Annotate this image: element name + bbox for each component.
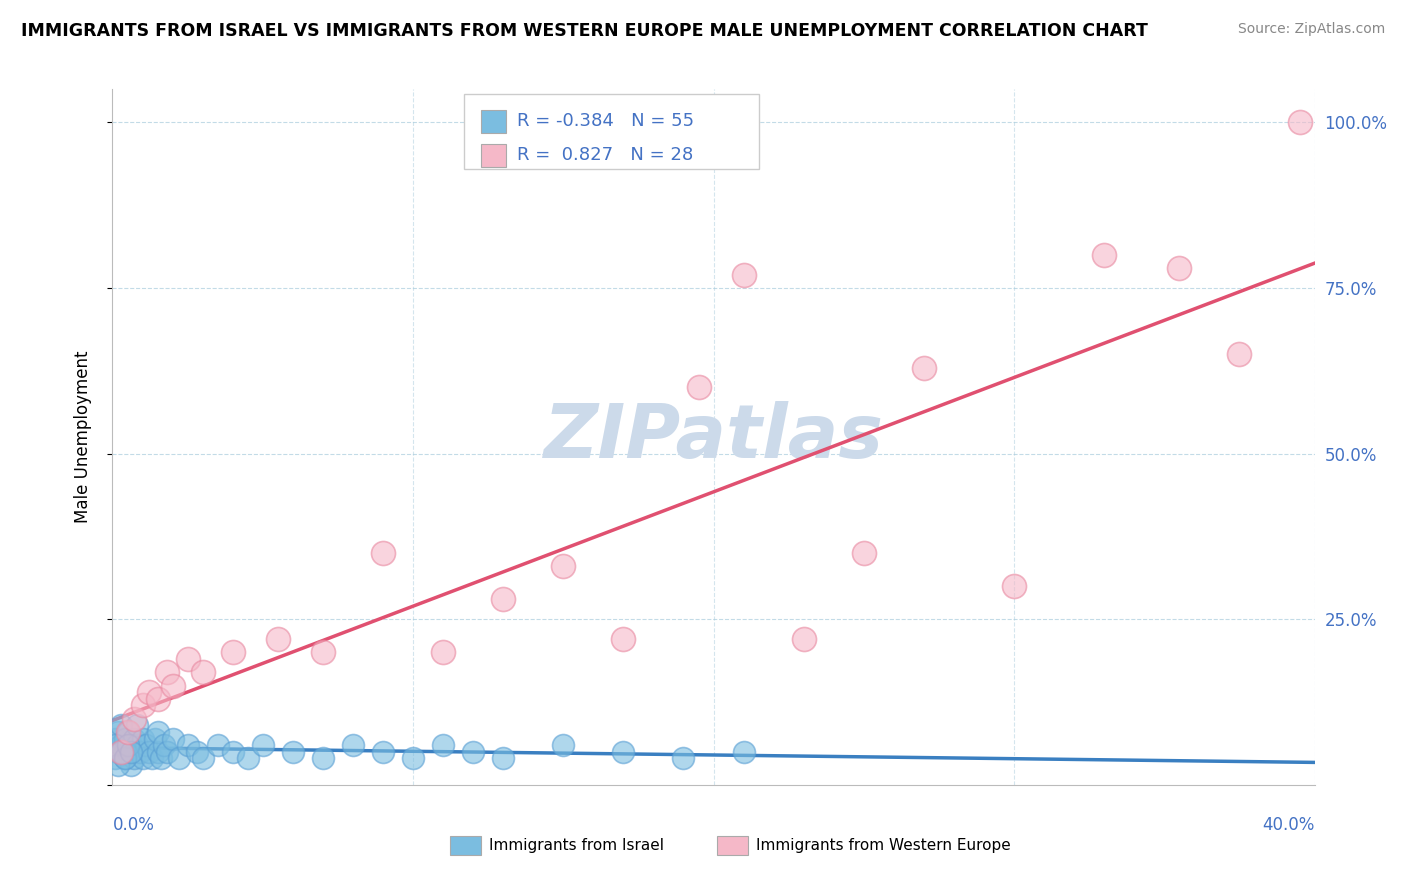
Point [120,745,142,759]
Point [110,738,132,752]
Point [1092,248,1115,262]
Point [186,745,208,759]
Point [672,751,695,765]
Point [688,380,710,394]
Y-axis label: Male Unemployment: Male Unemployment [73,351,91,524]
Point [612,632,634,647]
Point [104,731,127,746]
Point [252,738,274,752]
Text: Immigrants from Western Europe: Immigrants from Western Europe [756,838,1011,853]
Point [191,751,214,765]
Point [155,665,177,680]
Point [131,731,153,746]
Point [222,745,245,759]
Point [135,738,157,752]
Point [146,725,169,739]
Point [793,632,815,647]
Point [117,725,139,739]
Point [912,360,935,375]
Point [104,738,127,752]
Point [492,751,515,765]
Point [191,665,214,680]
Text: Immigrants from Israel: Immigrants from Israel [489,838,664,853]
Point [117,738,139,752]
Point [155,745,177,759]
Point [107,745,129,759]
Text: 40.0%: 40.0% [1263,816,1315,834]
Point [149,751,172,765]
Point [114,751,136,765]
Point [733,268,755,282]
Point [402,751,425,765]
Point [114,751,136,765]
Text: IMMIGRANTS FROM ISRAEL VS IMMIGRANTS FROM WESTERN EUROPE MALE UNEMPLOYMENT CORRE: IMMIGRANTS FROM ISRAEL VS IMMIGRANTS FRO… [21,22,1147,40]
Point [267,632,290,647]
Point [1002,579,1025,593]
Point [432,738,454,752]
Point [107,725,129,739]
Point [104,751,127,765]
Text: R = -0.384   N = 55: R = -0.384 N = 55 [517,112,695,130]
Point [222,645,245,659]
Point [312,751,335,765]
Point [492,592,515,607]
Point [143,731,166,746]
Text: Source: ZipAtlas.com: Source: ZipAtlas.com [1237,22,1385,37]
Point [162,679,184,693]
Point [162,731,184,746]
Point [128,745,150,759]
Point [371,546,394,560]
Point [236,751,259,765]
Point [117,745,139,759]
Point [120,738,142,752]
Point [733,745,755,759]
Point [138,745,160,759]
Point [141,751,163,765]
Point [110,745,132,759]
Point [176,652,198,666]
Text: R =  0.827   N = 28: R = 0.827 N = 28 [517,146,693,164]
Point [553,559,575,574]
Point [432,645,454,659]
Point [122,731,145,746]
Text: 0.0%: 0.0% [112,816,155,834]
Point [1229,347,1251,361]
Point [146,745,169,759]
Point [167,751,190,765]
Point [1288,115,1310,129]
Point [131,751,153,765]
Point [107,758,129,772]
Point [131,698,153,713]
Point [110,718,132,732]
Point [342,738,364,752]
Point [125,718,148,732]
Point [110,745,132,759]
Point [612,745,634,759]
Point [371,745,394,759]
Point [125,738,148,752]
Point [122,712,145,726]
Point [176,738,198,752]
Point [281,745,304,759]
Point [152,738,174,752]
Point [138,685,160,699]
Point [852,546,875,560]
Text: ZIPatlas: ZIPatlas [544,401,883,474]
Point [461,745,484,759]
Point [122,751,145,765]
Point [312,645,335,659]
Point [207,738,229,752]
Point [553,738,575,752]
Point [146,691,169,706]
Point [120,758,142,772]
Point [117,725,139,739]
Point [114,731,136,746]
Point [1168,261,1191,276]
